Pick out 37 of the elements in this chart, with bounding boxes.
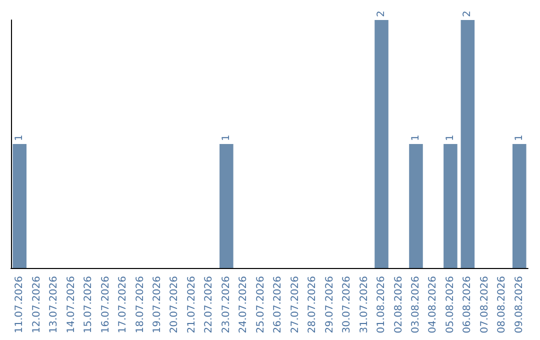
x-tick-label: 07.08.2026 <box>479 276 490 334</box>
x-tick-label: 19.07.2026 <box>152 276 163 334</box>
x-tick-label: 04.08.2026 <box>428 276 439 334</box>
x-tick-label: 02.08.2026 <box>393 276 404 334</box>
x-tick-label: 13.07.2026 <box>48 276 60 334</box>
x-tick-label: 17.07.2026 <box>118 276 129 334</box>
x-tick-label: 31.07.2026 <box>358 276 370 334</box>
x-tick-label: 25.07.2026 <box>255 276 266 334</box>
x-tick-label: 28.07.2026 <box>307 276 318 334</box>
x-tick-label: 14.07.2026 <box>66 276 77 334</box>
x-tick-label: 11.07.2026 <box>14 276 26 334</box>
data-label: 1 <box>220 134 232 141</box>
data-label: 2 <box>376 10 388 17</box>
x-tick-label: 18.07.2026 <box>134 276 146 334</box>
x-tick-label: 03.08.2026 <box>410 276 422 334</box>
x-tick-label: 08.08.2026 <box>496 276 508 334</box>
x-tick-label: 01.08.2026 <box>376 276 388 334</box>
x-tick-label: 20.07.2026 <box>169 276 180 334</box>
x-tick-label: 24.07.2026 <box>238 276 250 334</box>
x-tick-label: 22.07.2026 <box>204 276 215 334</box>
data-label: 1 <box>14 134 26 141</box>
x-tick-label: 16.07.2026 <box>100 276 112 334</box>
x-tick-label: 15.07.2026 <box>83 276 94 334</box>
x-tick-label: 26.07.2026 <box>272 276 284 334</box>
x-tick-label: 27.07.2026 <box>290 276 301 334</box>
x-tick-label: 30.07.2026 <box>342 276 353 334</box>
x-tick-label: 05.08.2026 <box>444 276 456 334</box>
x-tick-label: 09.08.2026 <box>514 276 525 334</box>
data-label: 1 <box>444 134 456 141</box>
x-tick-label: 23.07.2026 <box>220 276 232 334</box>
data-label: 1 <box>410 134 422 141</box>
x-tick-label: 21.07.2026 <box>186 276 198 334</box>
data-label: 2 <box>462 10 474 17</box>
x-tick-label: 12.07.2026 <box>31 276 42 334</box>
data-label: 1 <box>514 134 525 141</box>
x-tick-label: 06.08.2026 <box>462 276 474 334</box>
x-tick-label: 29.07.2026 <box>324 276 336 334</box>
